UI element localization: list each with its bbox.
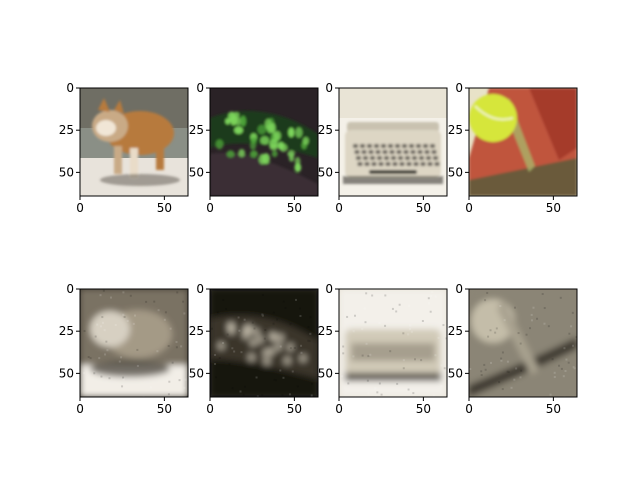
y-tick-label-8-1: 0 bbox=[455, 282, 463, 296]
y-tick-label-6-1: 0 bbox=[196, 282, 204, 296]
subplot-1-1: 0 50 0 25 50 bbox=[59, 81, 189, 215]
axes-frame-1 bbox=[79, 87, 189, 197]
x-tick-label-3-2: 50 bbox=[416, 201, 431, 215]
y-tick-label-5-2: 25 bbox=[59, 324, 74, 338]
x-tick-label-4-1: 0 bbox=[465, 201, 473, 215]
x-tick-label-5-1: 0 bbox=[76, 402, 84, 416]
x-tick-label-3-1: 0 bbox=[335, 201, 343, 215]
axes-frame-8 bbox=[468, 288, 578, 398]
axes-frame-7 bbox=[338, 288, 448, 398]
y-tick-label-4-1: 0 bbox=[455, 81, 463, 95]
subplot-2-2: 0 50 0 25 50 bbox=[189, 282, 319, 416]
subplot-2-3: 0 50 0 25 50 bbox=[318, 282, 448, 416]
y-tick-label-5-1: 0 bbox=[66, 282, 74, 296]
y-tick-label-3-1: 0 bbox=[325, 81, 333, 95]
y-tick-label-1-2: 25 bbox=[59, 123, 74, 137]
image-tennis-ball-photo bbox=[469, 88, 577, 196]
y-tick-label-8-3: 50 bbox=[448, 366, 463, 380]
x-tick-label-2-2: 50 bbox=[287, 201, 302, 215]
x-tick-label-6-1: 0 bbox=[206, 402, 214, 416]
y-tick-label-1-3: 50 bbox=[59, 165, 74, 179]
x-tick-label-7-2: 50 bbox=[416, 402, 431, 416]
subplot-1-4: 0 50 0 25 50 bbox=[448, 81, 578, 215]
x-tick-label-1-1: 0 bbox=[76, 201, 84, 215]
x-tick-label-1-2: 50 bbox=[157, 201, 172, 215]
y-tick-label-4-3: 50 bbox=[448, 165, 463, 179]
y-tick-label-2-1: 0 bbox=[196, 81, 204, 95]
image-tennis-ball-reconstruction-sepia bbox=[469, 289, 577, 397]
subplot-1-2: 0 50 0 25 50 bbox=[189, 81, 319, 215]
image-dog-photo bbox=[80, 88, 188, 196]
x-tick-label-2-1: 0 bbox=[206, 201, 214, 215]
image-cells-reconstruction-sepia bbox=[210, 289, 318, 397]
subplot-2-1: 0 50 0 25 50 bbox=[59, 282, 189, 416]
subplot-1-3: 0 50 0 25 50 bbox=[318, 81, 448, 215]
y-tick-label-4-2: 25 bbox=[448, 123, 463, 137]
subplot-grid: 0 50 0 25 50 0 50 0 25 50 0 50 0 25 50 0 50 0 25 50 0 50 0 25 50… bbox=[59, 81, 578, 416]
axes-frame-6 bbox=[209, 288, 319, 398]
image-typewriter-photo bbox=[339, 88, 447, 196]
axes-frame-4 bbox=[468, 87, 578, 197]
x-tick-label-5-2: 50 bbox=[157, 402, 172, 416]
y-tick-label-2-3: 50 bbox=[189, 165, 204, 179]
x-tick-label-4-2: 50 bbox=[546, 201, 561, 215]
axes-frame-2 bbox=[209, 87, 319, 197]
y-tick-label-7-1: 0 bbox=[325, 282, 333, 296]
y-tick-label-8-2: 25 bbox=[448, 324, 463, 338]
image-typewriter-reconstruction-sepia bbox=[339, 289, 447, 397]
y-tick-label-6-2: 25 bbox=[189, 324, 204, 338]
image-dog-reconstruction-sepia bbox=[80, 289, 188, 397]
y-tick-label-7-2: 25 bbox=[318, 324, 333, 338]
x-tick-label-8-2: 50 bbox=[546, 402, 561, 416]
y-tick-label-3-3: 50 bbox=[318, 165, 333, 179]
x-tick-label-8-1: 0 bbox=[465, 402, 473, 416]
y-tick-label-5-3: 50 bbox=[59, 366, 74, 380]
axes-frame-3 bbox=[338, 87, 448, 197]
image-fluorescent-green-cells bbox=[210, 88, 318, 196]
x-tick-label-6-2: 50 bbox=[287, 402, 302, 416]
y-tick-label-1-1: 0 bbox=[66, 81, 74, 95]
y-tick-label-7-3: 50 bbox=[318, 366, 333, 380]
y-tick-label-3-2: 25 bbox=[318, 123, 333, 137]
x-tick-label-7-1: 0 bbox=[335, 402, 343, 416]
y-tick-label-6-3: 50 bbox=[189, 366, 204, 380]
axes-frame-5 bbox=[79, 288, 189, 398]
subplot-2-4: 0 50 0 25 50 bbox=[448, 282, 578, 416]
y-tick-label-2-2: 25 bbox=[189, 123, 204, 137]
